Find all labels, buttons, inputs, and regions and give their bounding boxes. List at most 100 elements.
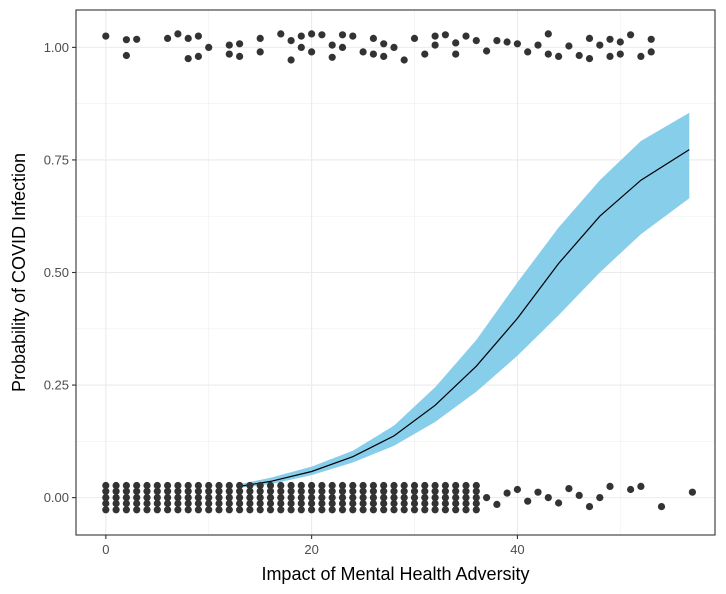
y-tick-label: 1.00 [44,40,69,55]
data-point-infected [122,51,130,60]
data-point-not-infected [174,487,182,495]
data-point-not-infected [143,506,151,514]
data-point-not-infected [369,506,377,514]
data-point-not-infected [112,487,120,495]
data-point-not-infected [421,481,429,490]
data-point-infected [256,48,264,56]
data-point-infected [102,32,110,40]
data-point-infected [194,52,202,61]
data-point-not-infected [328,499,336,508]
data-point-not-infected [400,494,408,502]
data-point-not-infected [153,481,161,490]
data-point-not-infected [308,499,316,508]
data-point-infected [184,55,192,63]
data-point-infected [503,38,511,46]
data-point-not-infected [205,499,213,508]
data-point-not-infected [102,499,110,508]
data-point-not-infected [164,487,172,495]
data-point-not-infected [236,506,244,514]
data-point-not-infected [369,494,377,502]
data-point-not-infected [246,494,254,502]
y-tick-label: 0.00 [44,490,69,505]
data-point-not-infected [534,488,542,496]
x-axis-ticks: 0 20 40 [102,535,525,557]
data-point-not-infected [431,494,439,502]
data-point-not-infected [102,487,110,495]
data-point-not-infected [637,482,645,490]
data-point-not-infected [122,499,130,508]
data-point-not-infected [359,481,367,490]
data-point-not-infected [194,499,202,508]
data-point-not-infected [575,491,583,499]
data-point-not-infected [287,506,295,514]
data-point-not-infected [277,494,285,502]
data-point-not-infected [112,499,120,508]
data-point-not-infected [338,481,347,490]
data-point-infected [585,34,594,43]
data-point-not-infected [164,506,172,514]
data-point-not-infected [410,494,419,502]
y-axis-ticks: 0.00 0.25 0.50 0.75 1.00 [44,40,76,505]
data-point-not-infected [318,506,326,514]
data-point-not-infected [328,487,336,495]
data-point-infected [174,30,182,38]
data-point-not-infected [503,489,511,497]
data-point-infected [287,56,295,64]
data-point-not-infected [349,499,357,508]
data-point-not-infected [338,494,347,502]
data-point-not-infected [369,499,377,508]
data-point-not-infected [390,481,398,490]
data-point-not-infected [452,499,460,508]
data-point-not-infected [380,499,388,508]
data-point-not-infected [390,487,398,495]
data-point-infected [400,56,408,64]
data-point-not-infected [400,499,408,508]
data-point-not-infected [153,506,161,514]
data-point-not-infected [297,487,305,495]
data-point-not-infected [328,506,336,514]
data-point-not-infected [256,494,264,502]
data-point-not-infected [215,506,223,514]
data-point-not-infected [256,481,264,490]
data-point-infected [441,31,449,39]
y-tick-label: 0.25 [44,378,69,393]
data-point-not-infected [380,481,388,490]
data-point-not-infected [133,481,141,490]
data-point-not-infected [462,499,470,508]
data-point-not-infected [225,506,233,514]
data-point-not-infected [555,499,563,507]
data-point-not-infected [657,503,666,511]
data-point-not-infected [400,506,408,514]
data-point-not-infected [359,494,367,502]
data-point-infected [493,37,501,45]
data-point-infected [534,41,542,49]
data-point-not-infected [462,487,470,495]
data-point-not-infected [256,499,264,508]
data-point-not-infected [133,487,141,495]
data-point-not-infected [297,499,305,508]
data-point-infected [380,40,388,48]
data-point-infected [544,30,552,38]
data-point-not-infected [410,499,419,508]
data-point-not-infected [359,506,367,514]
data-point-infected [236,40,244,48]
data-point-infected [431,41,439,49]
data-point-infected [410,34,419,43]
data-point-not-infected [143,494,151,502]
data-point-not-infected [277,499,285,508]
data-point-not-infected [184,506,192,514]
data-point-infected [225,41,233,49]
data-point-not-infected [194,481,202,490]
data-points-layer [102,30,697,514]
x-tick-label: 20 [304,542,318,557]
data-point-not-infected [441,487,449,495]
data-point-not-infected [256,487,264,495]
data-point-not-infected [297,494,305,502]
data-point-not-infected [472,481,480,490]
data-point-not-infected [431,506,439,514]
data-point-infected [596,41,604,49]
data-point-not-infected [318,487,326,495]
y-tick-label: 0.75 [44,152,69,167]
data-point-not-infected [236,494,244,502]
